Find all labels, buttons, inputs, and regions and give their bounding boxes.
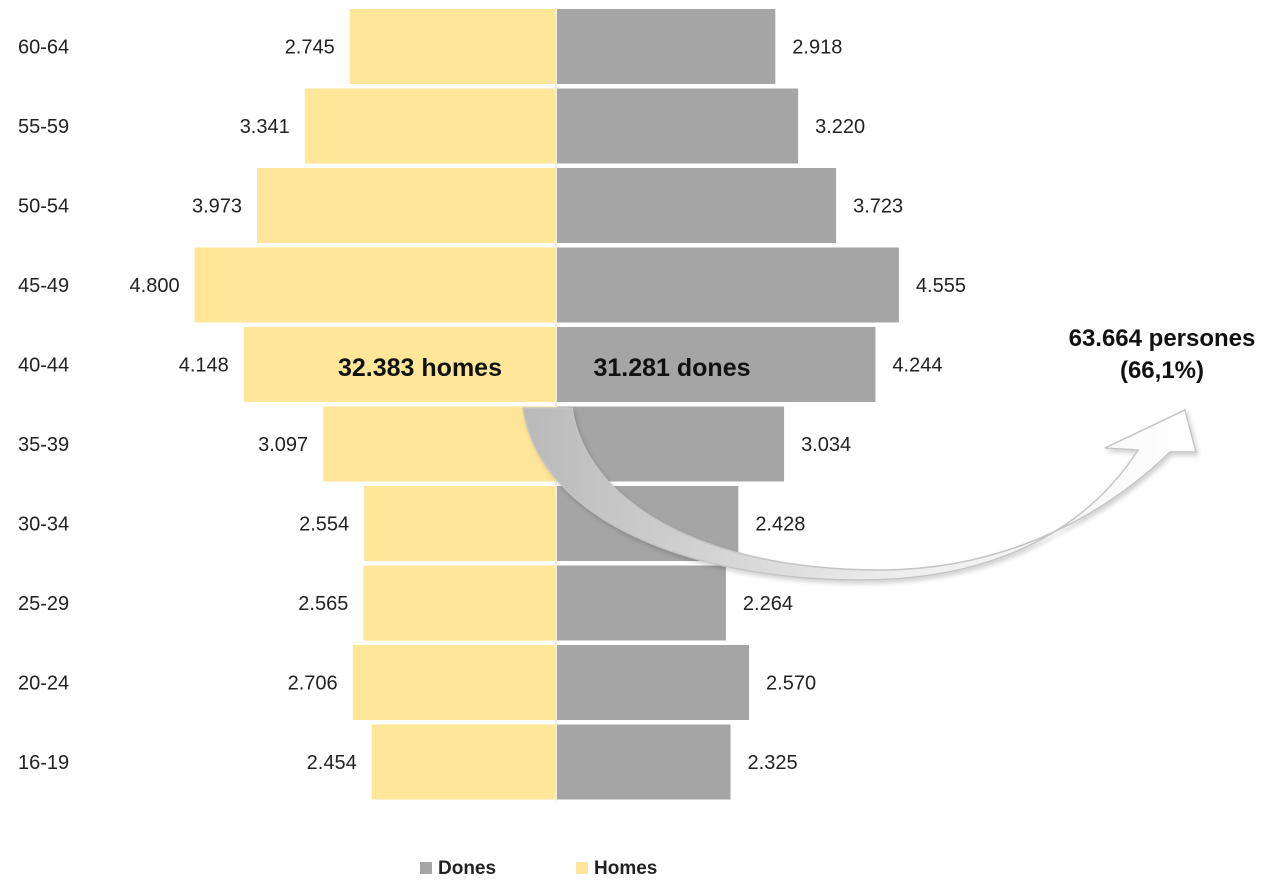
value-label-homes: 2.454 [307,752,357,774]
value-label-homes: 2.745 [285,37,335,59]
dones-total-label: 31.281 dones [593,354,750,382]
value-label-homes: 2.554 [299,514,349,536]
dones-bars [555,7,901,802]
bar-homes-55-59 [302,86,557,166]
bar-homes-50-54 [255,166,557,245]
age-label: 40-44 [18,355,69,377]
curved-arrow-icon [522,407,1197,581]
value-label-dones: 3.220 [815,116,865,138]
value-label-homes: 3.973 [192,196,242,218]
value-label-homes: 2.706 [288,673,338,695]
age-label: 55-59 [18,116,69,138]
value-label-dones: 2.570 [766,673,816,695]
legend-label-dones: Dones [438,858,496,879]
age-labels: 60-64 55-59 50-54 45-49 40-44 35-39 30-34 25-29… [18,37,69,775]
bar-dones-25-29 [555,563,728,643]
bar-dones-20-24 [555,643,752,722]
bar-homes-35-39 [321,404,558,484]
summary-total-line1: 63.664 persones [1069,325,1256,352]
bar-homes-60-64 [347,7,557,86]
bar-homes-45-49 [192,245,557,325]
value-label-dones: 3.034 [801,434,851,456]
bar-dones-45-49 [555,245,901,325]
legend: Dones Homes [420,858,657,879]
age-label: 25-29 [18,593,69,615]
value-label-homes: 4.800 [130,275,180,297]
value-label-dones: 2.325 [748,752,798,774]
age-label: 35-39 [18,434,69,456]
age-label: 30-34 [18,514,69,536]
age-label: 45-49 [18,275,69,297]
value-label-dones: 2.264 [743,593,793,615]
value-label-homes: 2.565 [298,593,348,615]
value-label-dones: 4.555 [916,275,966,297]
bar-homes-40-44 [241,325,558,404]
bar-homes-25-29 [361,563,557,643]
bar-dones-60-64 [555,7,778,86]
value-label-dones: 2.918 [792,37,842,59]
value-label-homes: 3.341 [240,116,290,138]
value-labels: 2.745 2.918 3.341 3.220 3.973 3.723 4.800 4.555… [130,37,966,775]
legend-swatch-dones [420,862,432,874]
value-label-dones: 2.428 [755,514,805,536]
bar-dones-55-59 [555,86,801,166]
summary-total-line2: (66,1%) [1120,357,1204,384]
bar-homes-30-34 [362,484,557,563]
legend-label-homes: Homes [594,858,657,879]
age-label: 16-19 [18,752,69,774]
homes-bars [192,7,558,802]
bar-dones-16-19 [555,722,733,802]
bar-homes-16-19 [369,722,557,802]
legend-swatch-homes [576,862,588,874]
bar-homes-20-24 [350,643,557,722]
bar-dones-40-44 [555,325,878,404]
homes-total-label: 32.383 homes [338,354,502,382]
value-label-dones: 4.244 [892,355,942,377]
value-label-homes: 4.148 [179,355,229,377]
value-label-homes: 3.097 [258,434,308,456]
age-label: 50-54 [18,196,69,218]
value-label-dones: 3.723 [853,196,903,218]
age-label: 60-64 [18,37,69,59]
bar-dones-50-54 [555,166,839,245]
age-label: 20-24 [18,673,69,695]
